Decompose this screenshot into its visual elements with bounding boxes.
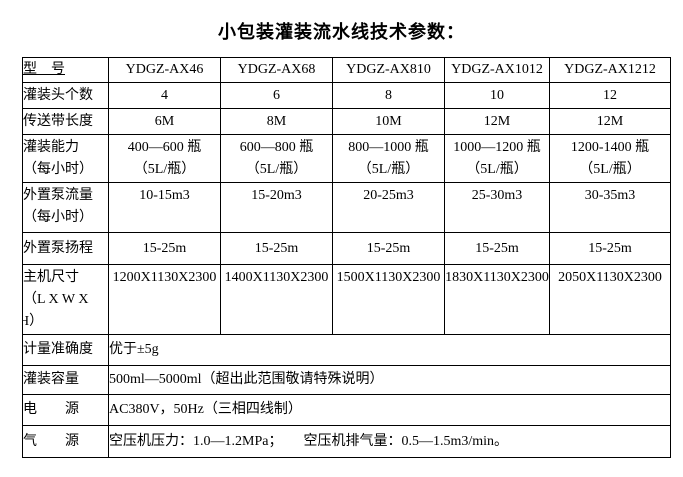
row-model: 型 号 YDGZ-AX46 YDGZ-AX68 YDGZ-AX810 YDGZ-… xyxy=(22,57,671,83)
cell-dimensions-2: 1400X1130X2300 xyxy=(220,264,333,335)
cell-pump-lift-5: 15-25m xyxy=(549,232,671,265)
row-label-pump-flow: 外置泵流量 （每小时） xyxy=(22,182,109,233)
model-label-text: 型 号 xyxy=(23,62,66,77)
row-conveyor-length: 传送带长度 6M 8M 10M 12M 12M xyxy=(22,108,671,135)
cell-capacity-1: 400—600 瓶 （5L/瓶） xyxy=(108,134,221,183)
row-machine-dimensions: 主机尺寸 （L X W X H） 1200X1130X2300 1400X113… xyxy=(22,264,671,335)
cell-pump-flow-1: 10-15m3 xyxy=(108,182,221,233)
cell-heads-2: 6 xyxy=(220,82,333,109)
spec-table: 型 号 YDGZ-AX46 YDGZ-AX68 YDGZ-AX810 YDGZ-… xyxy=(22,57,671,458)
cell-dimensions-1: 1200X1130X2300 xyxy=(108,264,221,335)
cell-model-5: YDGZ-AX1212 xyxy=(549,57,671,83)
page-title: 小包装灌装流水线技术参数： xyxy=(218,22,465,42)
cell-heads-1: 4 xyxy=(108,82,221,109)
cell-pump-flow-2: 15-20m3 xyxy=(220,182,333,233)
cell-belt-5: 12M xyxy=(549,108,671,135)
cell-pump-flow-5: 30-35m3 xyxy=(549,182,671,233)
cell-power-value: AC380V，50Hz（三相四线制） xyxy=(108,394,671,426)
row-pump-lift: 外置泵扬程 15-25m 15-25m 15-25m 15-25m 15-25m xyxy=(22,232,671,265)
cell-model-4: YDGZ-AX1012 xyxy=(444,57,550,83)
cell-accuracy-value: 优于±5g xyxy=(108,334,671,366)
cell-capacity-3: 800—1000 瓶 （5L/瓶） xyxy=(332,134,445,183)
cell-pump-flow-3: 20-25m3 xyxy=(332,182,445,233)
cell-model-2: YDGZ-AX68 xyxy=(220,57,333,83)
cell-pump-lift-2: 15-25m xyxy=(220,232,333,265)
cell-pump-lift-4: 15-25m xyxy=(444,232,550,265)
cell-belt-4: 12M xyxy=(444,108,550,135)
cell-pump-lift-1: 15-25m xyxy=(108,232,221,265)
row-pump-flow: 外置泵流量 （每小时） 10-15m3 15-20m3 20-25m3 25-3… xyxy=(22,182,671,233)
row-accuracy: 计量准确度 优于±5g xyxy=(22,334,671,366)
row-label-filling-volume: 灌装容量 xyxy=(22,365,109,395)
row-label-filling-heads: 灌装头个数 xyxy=(22,82,109,109)
row-power-supply: 电 源 AC380V，50Hz（三相四线制） xyxy=(22,394,671,426)
row-label-pump-lift: 外置泵扬程 xyxy=(22,232,109,265)
cell-volume-value: 500ml—5000ml（超出此范围敬请特殊说明） xyxy=(108,365,671,395)
row-label-air-supply: 气 源 xyxy=(22,425,109,458)
cell-model-1: YDGZ-AX46 xyxy=(108,57,221,83)
row-label-power-supply: 电 源 xyxy=(22,394,109,426)
cell-heads-3: 8 xyxy=(332,82,445,109)
row-label-accuracy: 计量准确度 xyxy=(22,334,109,366)
cell-capacity-2: 600—800 瓶 （5L/瓶） xyxy=(220,134,333,183)
cell-belt-3: 10M xyxy=(332,108,445,135)
cell-dimensions-4: 1830X1130X2300 xyxy=(444,264,550,335)
cell-belt-1: 6M xyxy=(108,108,221,135)
cell-capacity-5: 1200-1400 瓶 （5L/瓶） xyxy=(549,134,671,183)
cell-belt-2: 8M xyxy=(220,108,333,135)
row-air-supply: 气 源 空压机压力：1.0—1.2MPa； 空压机排气量：0.5—1.5m3/m… xyxy=(22,425,671,458)
row-filling-volume: 灌装容量 500ml—5000ml（超出此范围敬请特殊说明） xyxy=(22,365,671,395)
row-filling-heads: 灌装头个数 4 6 8 10 12 xyxy=(22,82,671,109)
row-label-filling-capacity: 灌装能力 （每小时） xyxy=(22,134,109,183)
row-filling-capacity: 灌装能力 （每小时） 400—600 瓶 （5L/瓶） 600—800 瓶 （5… xyxy=(22,134,671,183)
cell-air-value: 空压机压力：1.0—1.2MPa； 空压机排气量：0.5—1.5m3/min。 xyxy=(108,425,671,458)
row-label-model: 型 号 xyxy=(22,57,109,83)
row-label-machine-dimensions: 主机尺寸 （L X W X H） xyxy=(22,264,109,335)
cell-pump-lift-3: 15-25m xyxy=(332,232,445,265)
cell-dimensions-5: 2050X1130X2300 xyxy=(549,264,671,335)
cell-heads-5: 12 xyxy=(549,82,671,109)
row-label-conveyor-length: 传送带长度 xyxy=(22,108,109,135)
cell-pump-flow-4: 25-30m3 xyxy=(444,182,550,233)
cell-dimensions-3: 1500X1130X2300 xyxy=(332,264,445,335)
cell-capacity-4: 1000—1200 瓶 （5L/瓶） xyxy=(444,134,550,183)
cell-heads-4: 10 xyxy=(444,82,550,109)
cell-model-3: YDGZ-AX810 xyxy=(332,57,445,83)
